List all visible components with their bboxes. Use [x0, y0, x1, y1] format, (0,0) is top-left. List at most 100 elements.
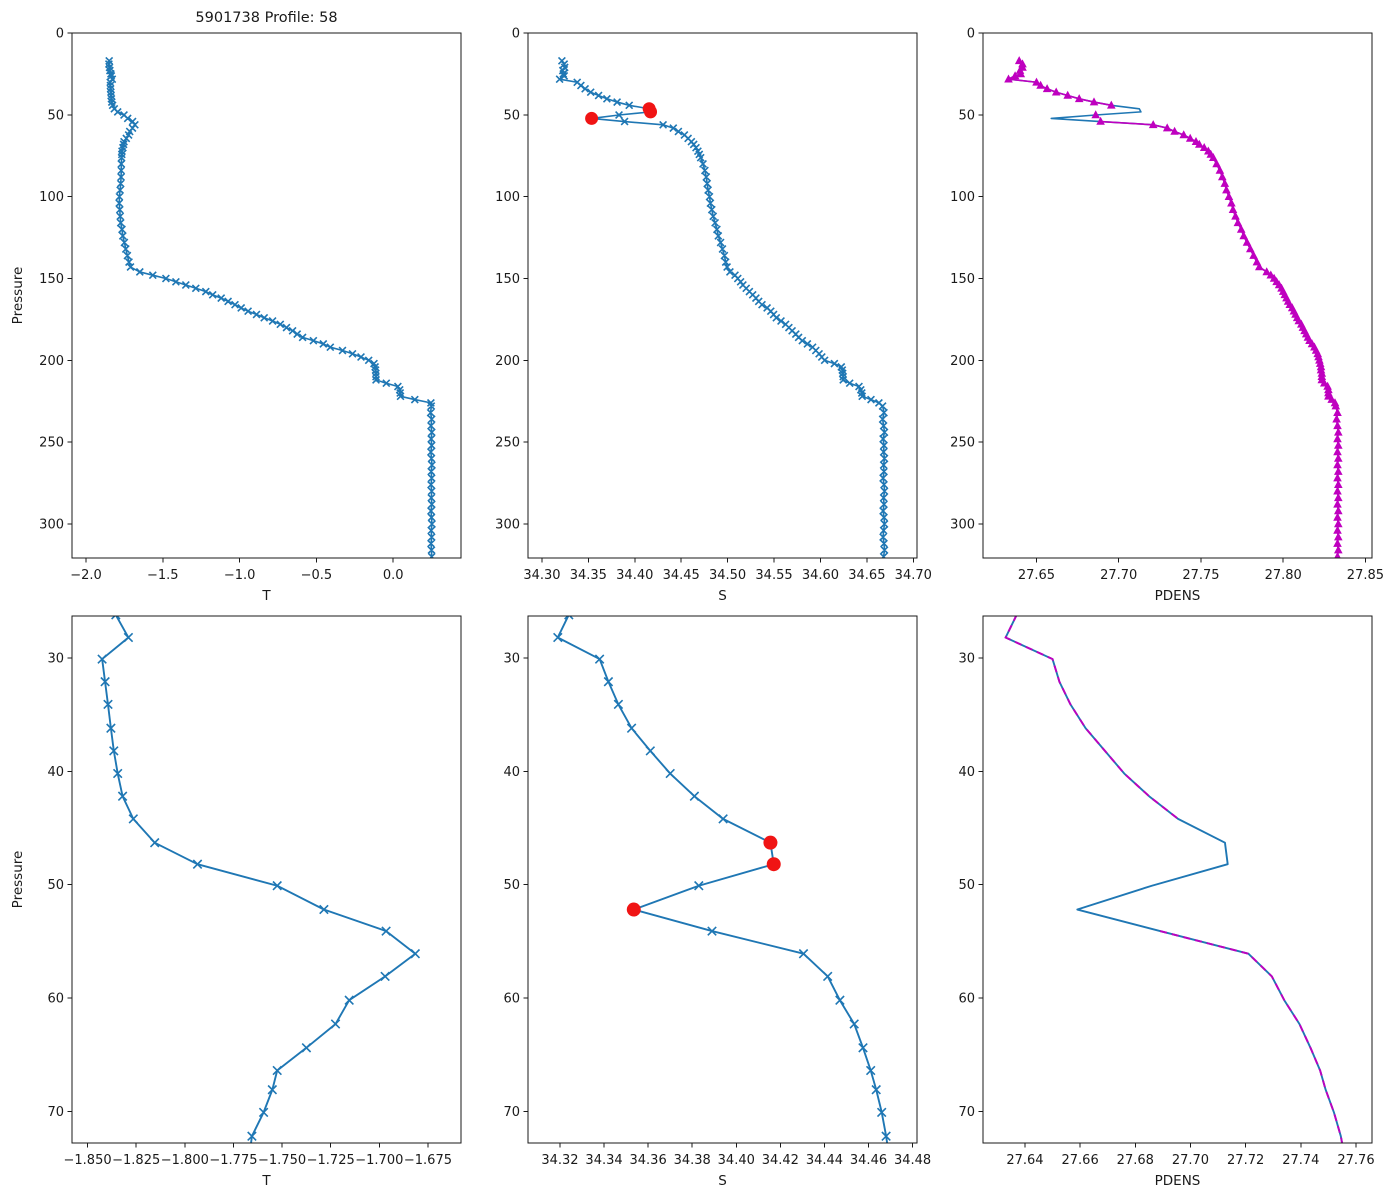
- subplot-S-zoom: 34.32 34.34 34.36 34.38 34.40 34.42 34.44 34.46…: [503, 615, 931, 1189]
- y-tick-label: 60: [47, 991, 64, 1006]
- x-tick-label: 34.42: [762, 1153, 799, 1168]
- y-tick-label: 150: [495, 272, 520, 287]
- x-tick-label: 27.76: [1337, 1153, 1374, 1168]
- x-tick-label: 34.65: [848, 568, 885, 583]
- x-tick-label: 34.32: [541, 1153, 578, 1168]
- x-tick-label: 34.30: [523, 568, 560, 583]
- y-tick-label: 50: [47, 108, 64, 123]
- y-tick-label: 60: [958, 991, 975, 1006]
- x-tick-label: −1.0: [224, 568, 256, 583]
- x-tick-label: 34.70: [895, 568, 932, 583]
- y-tick-label: 100: [39, 190, 64, 205]
- x-tick-label: −1.700: [355, 1153, 403, 1168]
- plot-area-PDENS-full: [1004, 56, 1343, 558]
- x-tick-label: 27.70: [1172, 1153, 1209, 1168]
- profile-line-PDENS: [1007, 60, 1340, 557]
- x-tick-label: 34.46: [850, 1153, 887, 1168]
- subplot-PDENS-full: 27.65 27.70 27.75 27.80 27.85 0 50 100 150 200 250…: [950, 27, 1384, 605]
- axes-frame: [982, 615, 1373, 1144]
- x-tick-label: 34.35: [570, 568, 607, 583]
- axes-frame: [71, 32, 462, 559]
- x-tick-label: 0.0: [383, 568, 404, 583]
- x-marker-path: [97, 616, 421, 1141]
- x-tick-label: 34.40: [718, 1153, 755, 1168]
- x-tick-label: −0.5: [301, 568, 333, 583]
- plot-area-S-zoom: [553, 616, 891, 1143]
- x-tick-label: 27.85: [1347, 568, 1384, 583]
- x-marker-path: [553, 616, 891, 1141]
- x-axis-label: S: [718, 1173, 727, 1189]
- figure-title: 5901738 Profile: 58: [195, 10, 337, 26]
- y-tick-label: 300: [495, 517, 520, 532]
- pdens-adjusted-line: [1004, 616, 1344, 1143]
- y-tick-label: 100: [950, 190, 975, 205]
- y-tick-label: 30: [47, 651, 64, 666]
- y-axis-label: Pressure: [10, 267, 26, 325]
- profile-line-PDENS: [1004, 616, 1344, 1143]
- x-tick-label: 34.48: [894, 1153, 931, 1168]
- axes-frame: [71, 615, 462, 1144]
- flagged-point-dot: [763, 835, 778, 850]
- y-tick-label: 250: [495, 436, 520, 451]
- y-tick-label: 0: [56, 27, 64, 42]
- x-tick-label: 34.36: [630, 1153, 667, 1168]
- y-tick-label: 150: [39, 272, 64, 287]
- y-tick-label: 70: [503, 1105, 520, 1120]
- y-tick-label: 30: [958, 651, 975, 666]
- x-tick-label: 27.70: [1100, 568, 1137, 583]
- y-axis-label: Pressure: [10, 851, 26, 909]
- plot-area-PDENS-zoom: [1004, 616, 1344, 1143]
- profile-line-S: [556, 616, 889, 1143]
- x-tick-label: 27.74: [1282, 1153, 1319, 1168]
- plot-area-T-full: [104, 56, 436, 558]
- axes-frame: [527, 615, 918, 1144]
- subplot-PDENS-zoom: 27.64 27.66 27.68 27.70 27.72 27.74 27.76 30 40 5…: [958, 615, 1375, 1189]
- x-marker-path: [104, 56, 436, 558]
- y-tick-label: 70: [47, 1105, 64, 1120]
- x-tick-label: 34.45: [663, 568, 700, 583]
- y-tick-label: 40: [47, 765, 64, 780]
- x-tick-label: −1.800: [161, 1153, 209, 1168]
- triangle-marker-path: [1004, 56, 1343, 558]
- x-tick-label: −1.825: [112, 1153, 160, 1168]
- x-marker-path: [555, 56, 889, 558]
- x-tick-label: 34.60: [802, 568, 839, 583]
- plot-area-T-zoom: [97, 616, 421, 1143]
- flagged-point-dot: [644, 105, 658, 119]
- y-tick-label: 50: [503, 878, 520, 893]
- subplot-T-zoom: −1.850 −1.825 −1.800 −1.775 −1.750 −1.725 −1.7…: [10, 615, 462, 1189]
- x-tick-label: 27.64: [1006, 1153, 1043, 1168]
- y-tick-label: 200: [39, 354, 64, 369]
- x-axis-label: PDENS: [1155, 588, 1201, 604]
- y-tick-label: 300: [39, 517, 64, 532]
- x-tick-label: −1.775: [209, 1153, 257, 1168]
- x-tick-label: 34.38: [674, 1153, 711, 1168]
- y-tick-label: 100: [495, 190, 520, 205]
- y-tick-label: 300: [950, 517, 975, 532]
- x-tick-label: 27.75: [1182, 568, 1219, 583]
- y-tick-label: 50: [47, 878, 64, 893]
- flagged-point-dot: [585, 111, 599, 125]
- x-tick-label: −1.725: [307, 1153, 355, 1168]
- flagged-point-dot: [626, 902, 641, 917]
- x-axis-label: S: [718, 588, 727, 604]
- x-tick-label: −1.850: [64, 1153, 112, 1168]
- axes-frame: [982, 32, 1373, 559]
- x-tick-label: 34.40: [616, 568, 653, 583]
- x-tick-label: 34.50: [709, 568, 746, 583]
- x-tick-label: 27.66: [1062, 1153, 1099, 1168]
- x-tick-label: −1.675: [404, 1153, 452, 1168]
- y-tick-label: 60: [503, 991, 520, 1006]
- y-tick-label: 50: [503, 108, 520, 123]
- y-tick-label: 150: [950, 272, 975, 287]
- plot-area-S-full: [555, 56, 889, 558]
- y-tick-label: 0: [967, 27, 975, 42]
- y-tick-label: 250: [39, 436, 64, 451]
- x-tick-label: −1.750: [258, 1153, 306, 1168]
- subplot-S-full: 34.30 34.35 34.40 34.45 34.50 34.55 34.60 34.65…: [495, 27, 932, 605]
- y-tick-label: 200: [950, 354, 975, 369]
- x-tick-label: 27.65: [1018, 568, 1055, 583]
- y-tick-label: 40: [958, 765, 975, 780]
- y-tick-label: 200: [495, 354, 520, 369]
